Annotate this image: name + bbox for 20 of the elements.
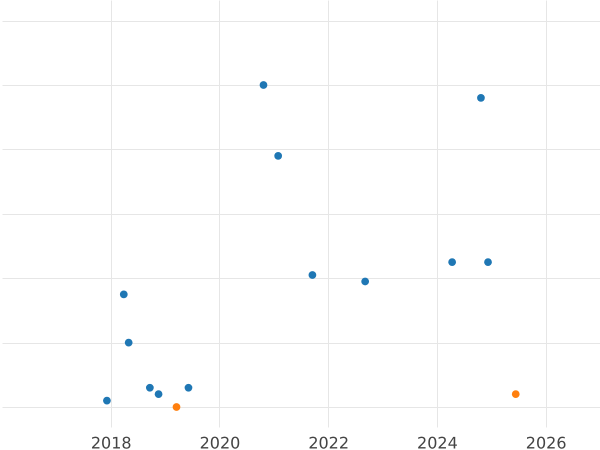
point — [184, 384, 192, 392]
point — [260, 81, 268, 89]
point — [512, 390, 520, 398]
point — [308, 271, 316, 279]
point — [103, 396, 111, 404]
point — [154, 390, 162, 398]
x-tick-label: 2022 — [308, 434, 350, 450]
point — [361, 278, 370, 286]
x-tick-label: 2024 — [417, 434, 458, 450]
point — [274, 152, 282, 160]
x-tick-label: 2020 — [200, 434, 240, 450]
point — [477, 94, 485, 102]
x-tick-label: 2018 — [90, 434, 132, 450]
point — [146, 384, 154, 392]
point — [484, 258, 492, 266]
point — [448, 258, 456, 266]
point — [124, 338, 133, 346]
point — [172, 403, 180, 411]
x-tick-label: 2026 — [526, 434, 566, 450]
point — [120, 290, 128, 298]
